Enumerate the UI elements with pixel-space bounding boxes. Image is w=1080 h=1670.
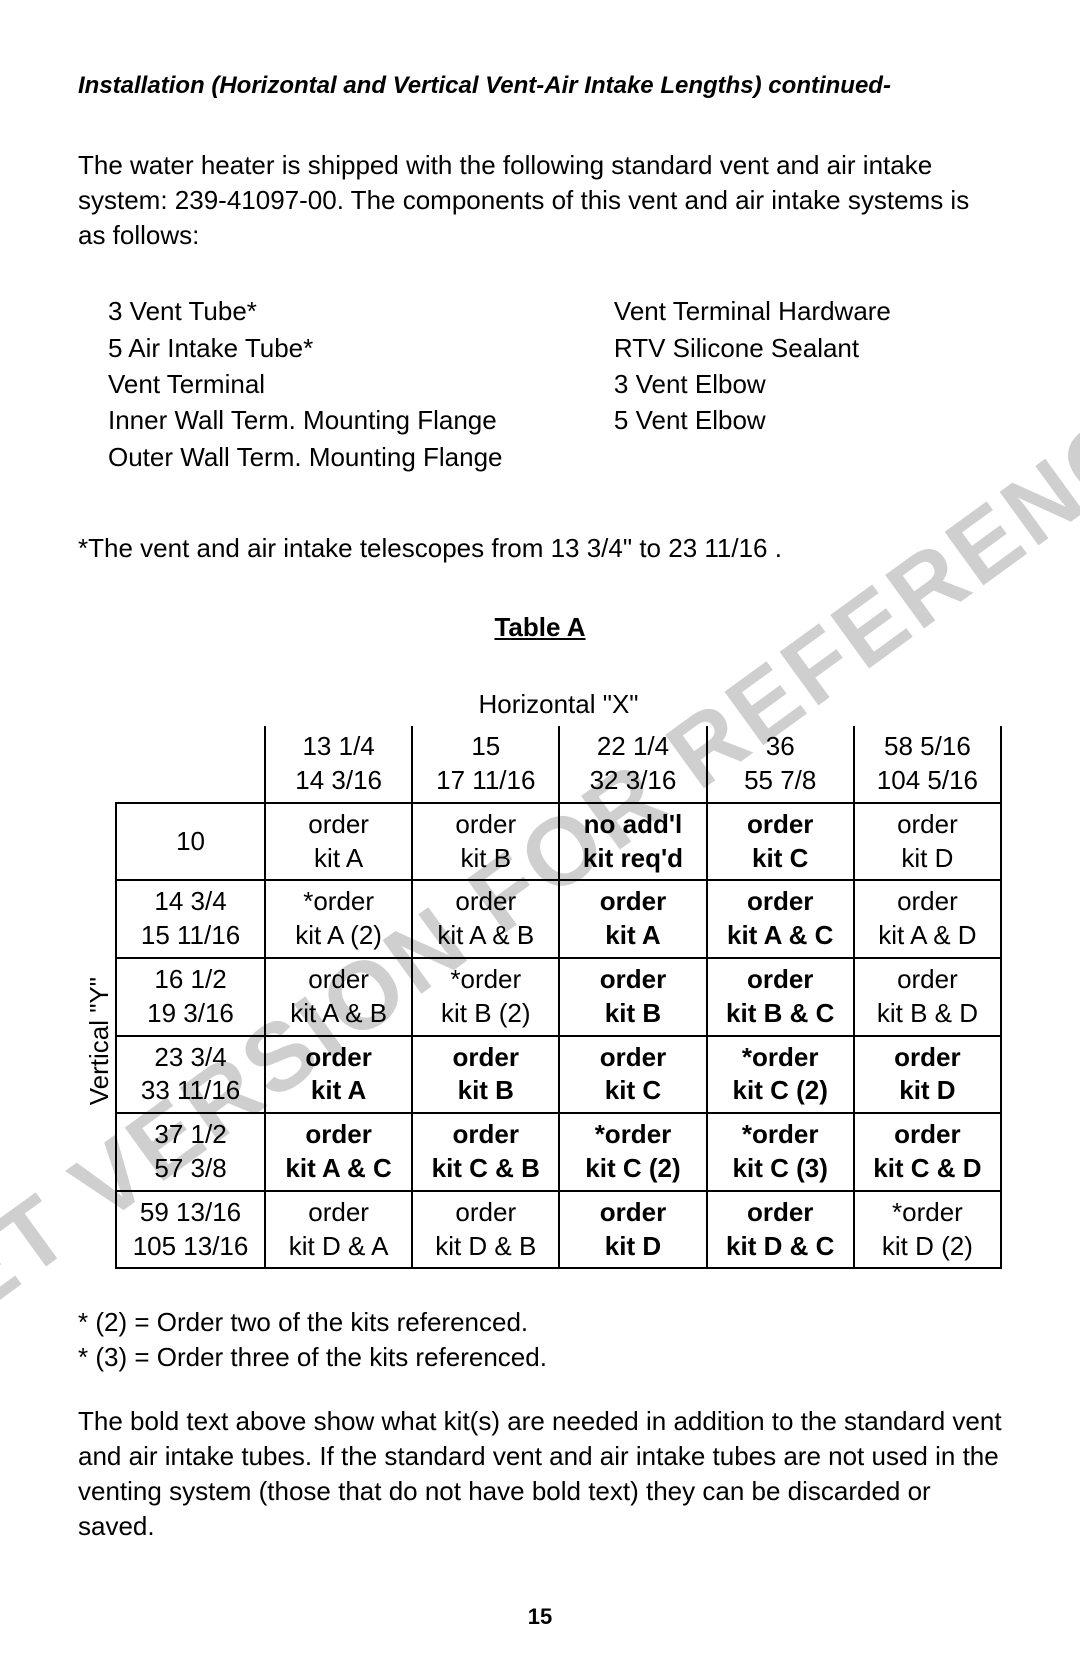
table-cell: orderkit D & C bbox=[707, 1191, 854, 1269]
components-col-left: 3 Vent Tube* 5 Air Intake Tube* Vent Ter… bbox=[78, 293, 614, 475]
closing-paragraph: The bold text above show what kit(s) are… bbox=[78, 1404, 1002, 1544]
table-cell: orderkit D & A bbox=[265, 1191, 412, 1269]
table-cell: orderkit A & C bbox=[265, 1113, 412, 1191]
table-cell bbox=[116, 726, 265, 803]
table-cell: 16 1/219 3/16 bbox=[116, 958, 265, 1036]
table-cell: orderkit C & D bbox=[854, 1113, 1001, 1191]
telescope-note: *The vent and air intake telescopes from… bbox=[78, 533, 1002, 564]
x-axis-label: Horizontal "X" bbox=[115, 689, 1002, 720]
components-col-right: Vent Terminal Hardware RTV Silicone Seal… bbox=[614, 293, 1002, 475]
component-item: 5 Air Intake Tube* bbox=[108, 330, 614, 366]
page-header: Installation (Horizontal and Vertical Ve… bbox=[78, 72, 1002, 100]
table-cell: 37 1/257 3/8 bbox=[116, 1113, 265, 1191]
component-item: 3 Vent Elbow bbox=[614, 366, 1002, 402]
table-cell: *orderkit D (2) bbox=[854, 1191, 1001, 1269]
table-cell: orderkit A bbox=[265, 1036, 412, 1114]
table-cell: *orderkit B (2) bbox=[412, 958, 559, 1036]
table-cell: orderkit A & B bbox=[265, 958, 412, 1036]
table-cell: 10 bbox=[116, 803, 265, 881]
table-cell: orderkit D bbox=[854, 803, 1001, 881]
component-item: Vent Terminal bbox=[108, 366, 614, 402]
table-cell: 3655 7/8 bbox=[707, 726, 854, 803]
table-cell: orderkit D bbox=[854, 1036, 1001, 1114]
table-cell: *orderkit C (2) bbox=[559, 1113, 706, 1191]
table-a: 13 1/414 3/161517 11/1622 1/432 3/163655… bbox=[115, 726, 1002, 1269]
page-number: 15 bbox=[78, 1604, 1002, 1630]
table-cell: orderkit A & B bbox=[412, 880, 559, 958]
component-item: RTV Silicone Sealant bbox=[614, 330, 1002, 366]
table-cell: orderkit A & C bbox=[707, 880, 854, 958]
footnote-3: * (3) = Order three of the kits referenc… bbox=[78, 1340, 1002, 1375]
component-item: 5 Vent Elbow bbox=[614, 402, 1002, 438]
table-cell: orderkit A bbox=[559, 880, 706, 958]
table-cell: orderkit A bbox=[265, 803, 412, 881]
table-cell: *orderkit C (3) bbox=[707, 1113, 854, 1191]
table-cell: orderkit D & B bbox=[412, 1191, 559, 1269]
component-item: Vent Terminal Hardware bbox=[614, 293, 1002, 329]
table-cell: *orderkit C (2) bbox=[707, 1036, 854, 1114]
table-grid-area: Horizontal "X" 13 1/414 3/161517 11/1622… bbox=[115, 689, 1002, 1269]
table-cell: orderkit A & D bbox=[854, 880, 1001, 958]
table-cell: 14 3/415 11/16 bbox=[116, 880, 265, 958]
table-cell: orderkit C bbox=[707, 803, 854, 881]
table-cell: orderkit B bbox=[412, 1036, 559, 1114]
table-cell: 1517 11/16 bbox=[412, 726, 559, 803]
y-axis-label: Vertical "Y" bbox=[78, 977, 115, 1105]
table-cell: 22 1/432 3/16 bbox=[559, 726, 706, 803]
page-body: Installation (Horizontal and Vertical Ve… bbox=[0, 0, 1080, 1670]
table-cell: 13 1/414 3/16 bbox=[265, 726, 412, 803]
table-cell: 58 5/16104 5/16 bbox=[854, 726, 1001, 803]
intro-paragraph: The water heater is shipped with the fol… bbox=[78, 148, 1002, 253]
table-cell: orderkit D bbox=[559, 1191, 706, 1269]
footnote-2: * (2) = Order two of the kits referenced… bbox=[78, 1305, 1002, 1340]
table-a-wrap: Vertical "Y" Horizontal "X" 13 1/414 3/1… bbox=[78, 689, 1002, 1269]
table-cell: no add'lkit req'd bbox=[559, 803, 706, 881]
table-cell: orderkit C bbox=[559, 1036, 706, 1114]
components-list: 3 Vent Tube* 5 Air Intake Tube* Vent Ter… bbox=[78, 293, 1002, 475]
table-cell: 23 3/433 11/16 bbox=[116, 1036, 265, 1114]
footnotes: * (2) = Order two of the kits referenced… bbox=[78, 1305, 1002, 1375]
table-cell: orderkit B & D bbox=[854, 958, 1001, 1036]
table-cell: orderkit B bbox=[559, 958, 706, 1036]
component-item: Inner Wall Term. Mounting Flange bbox=[108, 402, 614, 438]
table-cell: orderkit B bbox=[412, 803, 559, 881]
table-cell: orderkit C & B bbox=[412, 1113, 559, 1191]
table-cell: orderkit B & C bbox=[707, 958, 854, 1036]
table-cell: 59 13/16105 13/16 bbox=[116, 1191, 265, 1269]
component-item: Outer Wall Term. Mounting Flange bbox=[108, 439, 614, 475]
table-title: Table A bbox=[78, 612, 1002, 643]
component-item: 3 Vent Tube* bbox=[108, 293, 614, 329]
table-cell: *orderkit A (2) bbox=[265, 880, 412, 958]
